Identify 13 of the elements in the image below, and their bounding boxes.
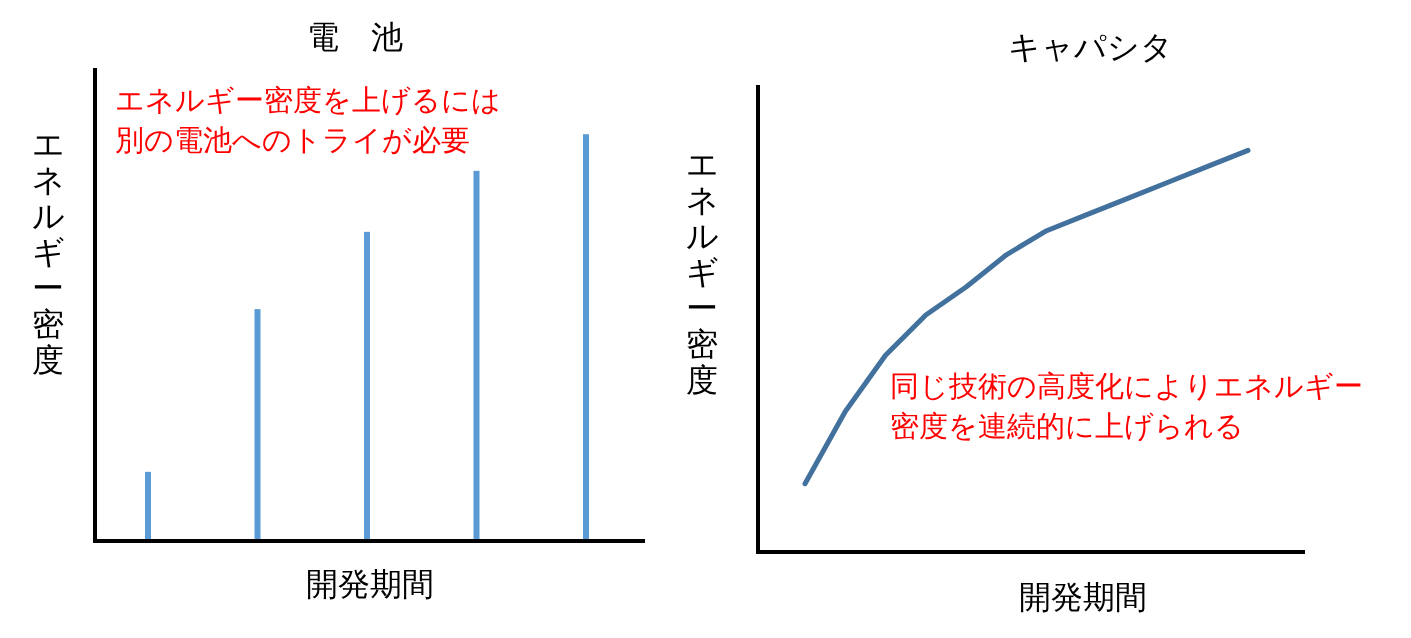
- bar: [473, 170, 480, 541]
- chart-title: キャパシタ: [1007, 28, 1173, 66]
- bar: [145, 471, 151, 541]
- bar: [364, 231, 370, 541]
- y-axis-title: エネルギー密度: [685, 145, 719, 399]
- bar: [254, 309, 261, 541]
- x-axis-title: 開発期間: [306, 565, 434, 603]
- bar: [583, 134, 589, 541]
- annotation: 同じ技術の高度化によりエネルギー密度を連続的に上げられる: [890, 369, 1363, 443]
- y-axis-title: エネルギー密度: [31, 125, 65, 379]
- x-axis-title: 開発期間: [1019, 578, 1147, 616]
- chart-title: 電 池: [307, 18, 403, 56]
- annotation: エネルギー密度を上げるには別の電池へのトライが必要: [115, 83, 501, 157]
